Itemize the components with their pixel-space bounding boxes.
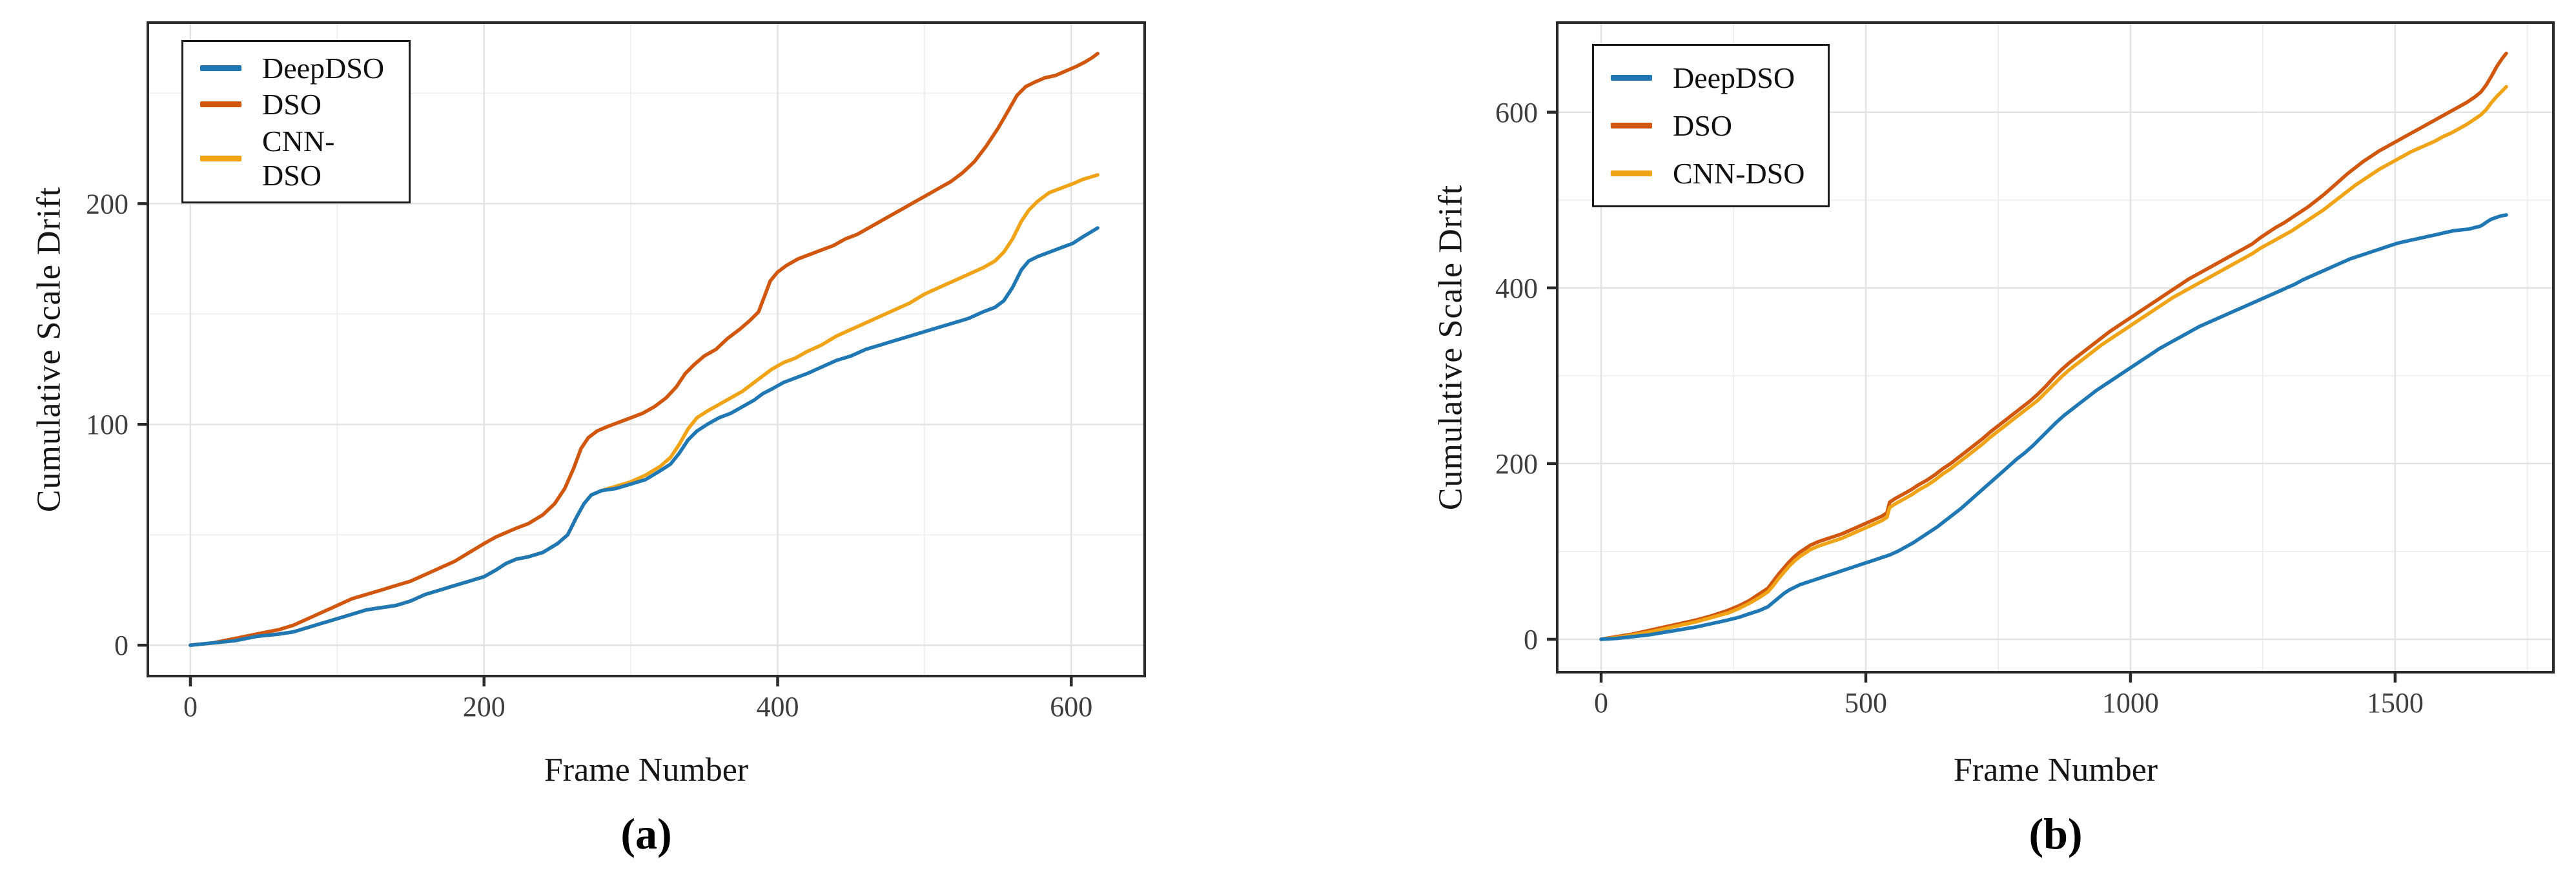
legend-item-DSO: DSO xyxy=(200,87,392,121)
legend-swatch-CNN-DSO xyxy=(1611,170,1652,177)
legend-label: DSO xyxy=(262,88,322,121)
x-tick-label: 200 xyxy=(463,691,506,723)
y-tick-label: 0 xyxy=(114,630,128,661)
chart-a-ylabel: Cumulative Scale Drift xyxy=(30,186,68,513)
plot-border xyxy=(1556,21,2555,674)
chart-a-caption: (a) xyxy=(620,809,672,858)
x-tick-label: 0 xyxy=(183,691,198,723)
x-tick-label: 0 xyxy=(1594,687,1608,719)
legend-label: CNN-DSO xyxy=(262,125,335,192)
y-tick-label: 0 xyxy=(1524,624,1538,655)
x-tick-label: 400 xyxy=(757,691,799,723)
legend-swatch-DeepDSO xyxy=(200,65,241,71)
chart-a-legend: DeepDSO DSO CNN-DSO xyxy=(181,40,411,203)
legend-label: DSO xyxy=(1673,108,1733,142)
series-line-DSO xyxy=(1599,51,2508,641)
legend-swatch-CNN-DSO xyxy=(200,155,241,161)
legend-label: CNN-DSO xyxy=(1673,157,1805,190)
x-tick-label: 1500 xyxy=(2367,687,2424,719)
legend-item-CNN-DSO: CNN-DSO xyxy=(1611,156,1811,190)
legend-item-DeepDSO: DeepDSO xyxy=(1611,61,1811,95)
plot-border xyxy=(147,21,1146,677)
chart-b: 0 500 1000 1500 0 200 400 600 xyxy=(1495,21,2555,719)
y-tick-label: 200 xyxy=(1495,448,1538,480)
chart-b-ylabel: Cumulative Scale Drift xyxy=(1432,184,1469,511)
legend-swatch-DSO xyxy=(200,101,241,108)
legend-item-DSO: DSO xyxy=(1611,108,1811,143)
legend-item-DeepDSO: DeepDSO xyxy=(200,51,392,85)
y-tick-label: 100 xyxy=(86,409,128,440)
chart-b-legend: DeepDSO DSO CNN-DSO xyxy=(1592,44,1830,207)
series-line-DeepDSO xyxy=(189,226,1099,647)
legend-label: DeepDSO xyxy=(262,51,385,85)
x-tick-label: 1000 xyxy=(2102,687,2159,719)
y-tick-label: 200 xyxy=(86,188,128,220)
legend-item-CNN-DSO: CNN-DSO xyxy=(200,124,392,192)
chart-b-caption: (b) xyxy=(2029,809,2083,858)
x-tick-label: 600 xyxy=(1050,691,1092,723)
chart-b-xlabel: Frame Number xyxy=(1953,752,2158,788)
series-line-CNN-DSO xyxy=(1599,85,2508,641)
series-line-CNN-DSO xyxy=(189,173,1099,647)
series-line-DeepDSO xyxy=(1599,213,2508,641)
chart-a-xlabel: Frame Number xyxy=(544,752,749,788)
y-tick-label: 600 xyxy=(1495,97,1538,129)
legend-swatch-DeepDSO xyxy=(1611,74,1652,81)
legend-label: DeepDSO xyxy=(1673,61,1795,94)
series-line-DSO xyxy=(189,52,1099,647)
legend-swatch-DSO xyxy=(1611,122,1652,129)
y-tick-label: 400 xyxy=(1495,273,1538,304)
x-tick-label: 500 xyxy=(1845,687,1887,719)
